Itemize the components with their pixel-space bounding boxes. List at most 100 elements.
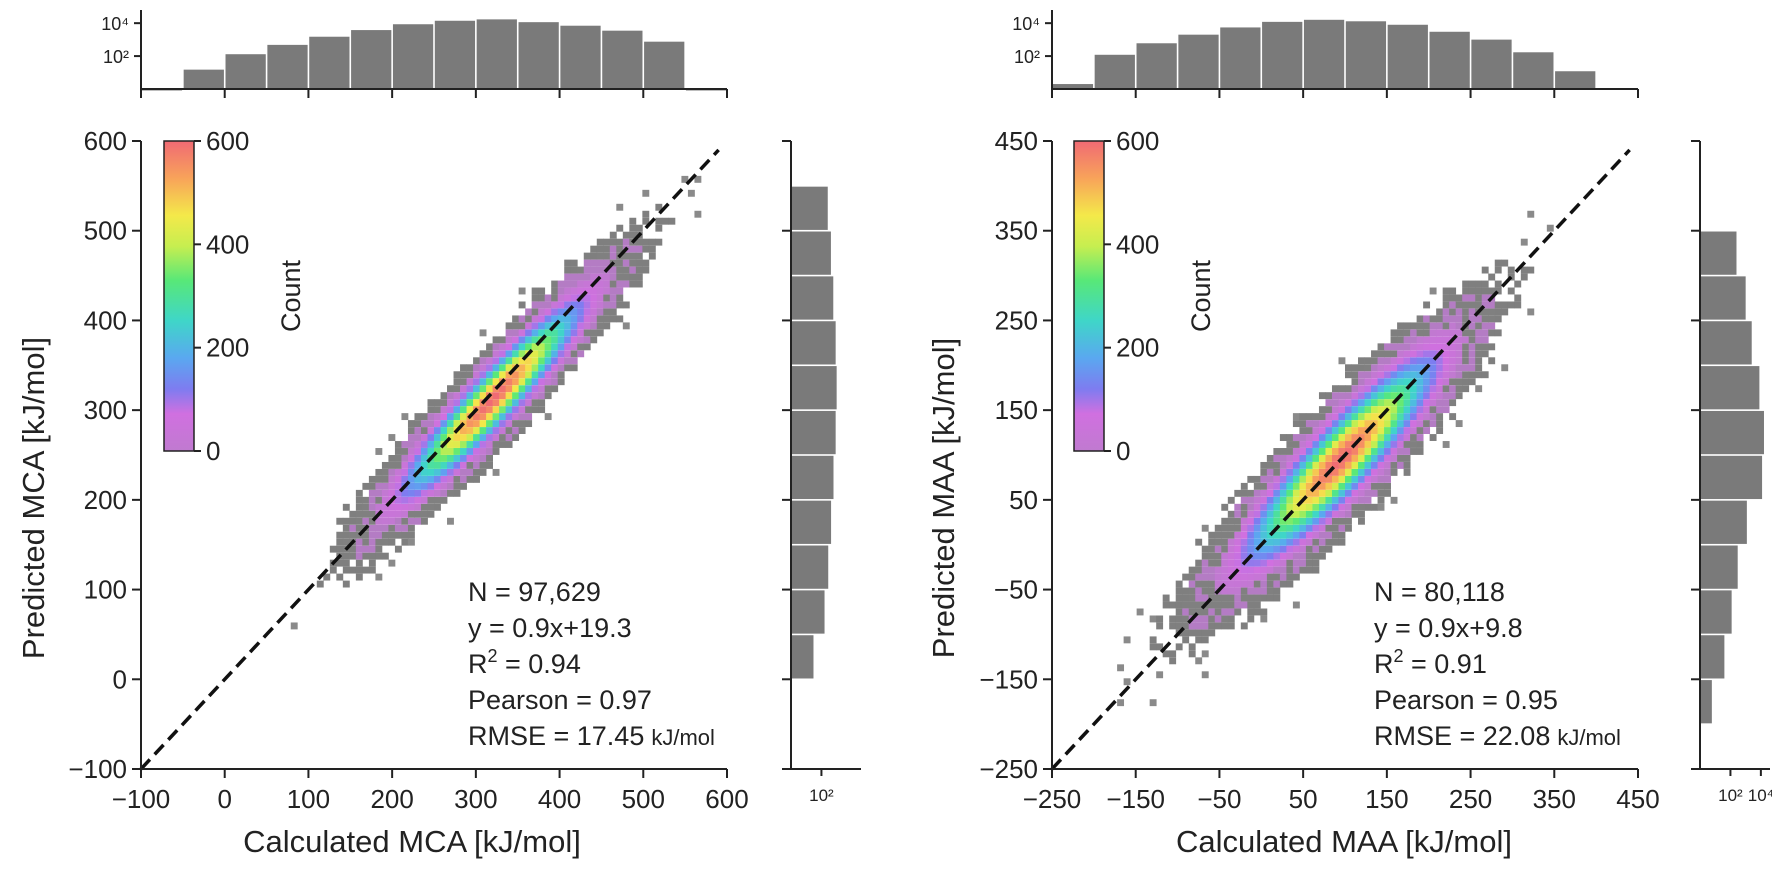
heatmap-cell [1201,552,1209,560]
heatmap-cell [1345,364,1352,372]
heatmap-cell [381,531,389,539]
heatmap-cell [1410,322,1418,330]
heatmap-cell [1475,280,1483,288]
heatmap-cell [1358,434,1365,441]
heatmap-cell [1468,336,1476,344]
heatmap-cell [525,329,533,337]
heatmap-cell [368,538,376,546]
heatmap-cell [1266,538,1274,546]
heatmap-cell [1351,392,1359,400]
heatmap-cell [622,301,630,309]
top-histogram-bar [351,30,392,90]
heatmap-cell [525,413,533,421]
heatmap-cell [1442,357,1450,365]
heatmap-cell [1149,643,1157,651]
heatmap-cell [525,392,533,400]
heatmap-cell [362,510,370,518]
heatmap-cell [388,531,396,539]
heatmap-cell [1514,294,1522,302]
heatmap-cell [466,399,474,407]
heatmap-cell [1377,448,1385,455]
heatmap-cell [1312,461,1320,469]
heatmap-cell [1338,538,1346,546]
heatmap-cell [564,336,572,344]
heatmap-cell [1331,434,1339,441]
heatmap-cell [1292,524,1300,532]
heatmap-cell [616,301,624,309]
heatmap-cell [1397,322,1404,330]
heatmap-cell [1371,427,1378,434]
heatmap-cell [440,413,448,421]
heatmap-cell [473,448,480,455]
heatmap-cell [1462,350,1470,358]
heatmap-cell [1240,580,1248,588]
heatmap-cell [1390,448,1398,455]
heatmap-cell [1377,482,1385,490]
heatmap-cell [1397,350,1404,358]
heatmap-cell [551,315,559,323]
heatmap-cell [486,350,493,358]
heatmap-cell [687,189,695,197]
heatmap-cell [1423,420,1431,428]
heatmap-cell [1345,503,1352,511]
heatmap-cell [1351,413,1359,421]
heatmap-cell [1266,455,1274,462]
heatmap-cell [355,524,363,532]
heatmap-cell [570,273,578,281]
heatmap-cell [453,378,461,386]
heatmap-cell [538,371,546,379]
heatmap-cell [1247,524,1255,532]
heatmap-cell [1494,287,1502,295]
heatmap-cell [1403,329,1411,337]
heatmap-cell [1488,287,1496,295]
heatmap-cell [1429,434,1437,441]
heatmap-cell [1468,280,1476,288]
heatmap-cell [564,343,572,351]
heatmap-cell [544,294,552,302]
heatmap-cell [1331,531,1339,539]
y-tick-label: 350 [995,216,1038,246]
heatmap-cell [1488,308,1496,316]
heatmap-cell [1331,489,1339,497]
top-histogram-bar [1136,43,1177,89]
heatmap-cell [1345,441,1352,448]
heatmap-cell [1429,413,1437,421]
heatmap-cell [414,475,422,483]
heatmap-cell [1299,448,1307,455]
heatmap-cell [616,287,624,295]
heatmap-cell [596,280,604,288]
heatmap-cell [1384,461,1391,469]
heatmap-cell [1253,503,1261,511]
heatmap-cell [1514,280,1522,288]
heatmap-cell [1279,482,1287,490]
heatmap-cell [473,357,480,365]
heatmap-cell [1312,441,1320,448]
heatmap-cell [362,531,370,539]
heatmap-cell [603,245,611,253]
heatmap-cell [557,280,565,288]
heatmap-cell [1208,629,1216,637]
heatmap-cell [1234,573,1242,581]
heatmap-cell [1501,364,1509,372]
heatmap-cell [1345,482,1352,490]
heatmap-cell [473,455,480,462]
heatmap-cell [1201,615,1209,623]
heatmap-cell [1325,496,1333,504]
top-histogram-bar [309,36,350,89]
heatmap-cell [1403,406,1411,414]
heatmap-cell [1358,441,1365,448]
heatmap-cell [355,573,363,581]
heatmap-cell [1351,399,1359,407]
heatmap-cell [1214,608,1222,616]
heatmap-cell [342,524,350,532]
heatmap-cell [375,448,383,455]
heatmap-cell [616,315,624,323]
heatmap-cell [1188,622,1196,630]
heatmap-cell [1423,329,1431,337]
heatmap-cell [1292,441,1300,448]
heatmap-cell [1312,559,1320,567]
heatmap-cell [538,385,546,393]
heatmap-cell [394,517,402,525]
heatmap-cell [512,350,520,358]
